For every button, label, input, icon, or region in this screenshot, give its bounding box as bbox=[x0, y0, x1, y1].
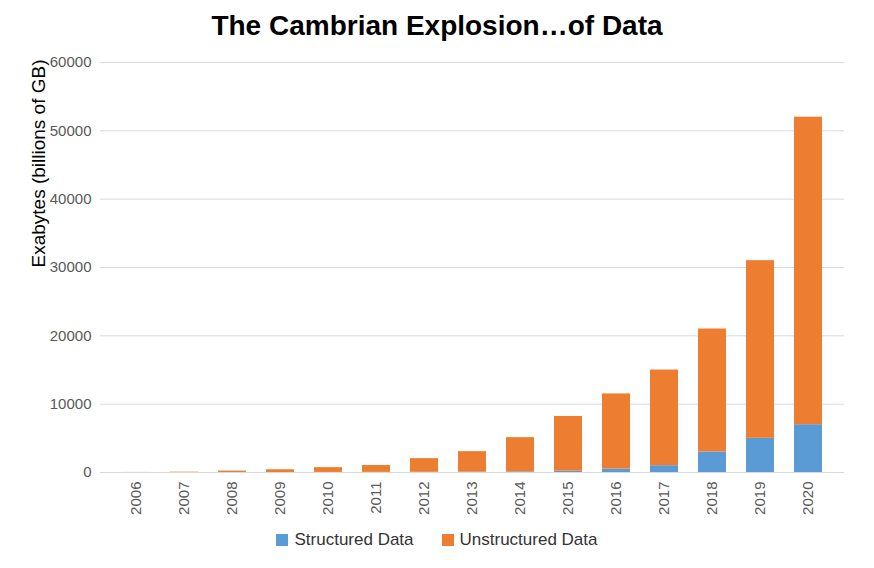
svg-text:2007: 2007 bbox=[175, 482, 192, 515]
svg-text:2014: 2014 bbox=[511, 482, 528, 515]
svg-text:30000: 30000 bbox=[50, 258, 92, 275]
svg-text:2010: 2010 bbox=[319, 482, 336, 515]
svg-text:2012: 2012 bbox=[415, 482, 432, 515]
svg-text:2016: 2016 bbox=[607, 482, 624, 515]
svg-text:2013: 2013 bbox=[463, 482, 480, 515]
svg-text:2009: 2009 bbox=[271, 482, 288, 515]
html-text:Structured Data: Structured Data bbox=[294, 530, 414, 549]
svg-text:2006: 2006 bbox=[127, 482, 144, 515]
html-text:The Cambrian Explosion…of Data: The Cambrian Explosion…of Data bbox=[211, 10, 663, 41]
html-text:Unstructured Data: Unstructured Data bbox=[459, 530, 598, 549]
svg-text:2019: 2019 bbox=[751, 482, 768, 515]
svg-text:2017: 2017 bbox=[655, 482, 672, 515]
svg-text:50000: 50000 bbox=[50, 122, 92, 139]
svg-text:20000: 20000 bbox=[50, 327, 92, 344]
svg-text:10000: 10000 bbox=[50, 395, 92, 412]
svg-text:2011: 2011 bbox=[367, 482, 384, 514]
svg-text:40000: 40000 bbox=[50, 190, 92, 207]
svg-text:Exabytes (billions of GB): Exabytes (billions of GB) bbox=[28, 59, 49, 267]
svg-text:60000: 60000 bbox=[50, 53, 92, 70]
svg-text:2018: 2018 bbox=[703, 482, 720, 515]
svg-text:2020: 2020 bbox=[799, 482, 816, 515]
svg-text:0: 0 bbox=[83, 463, 91, 480]
svg-text:2008: 2008 bbox=[223, 482, 240, 515]
svg-text:2015: 2015 bbox=[559, 482, 576, 515]
